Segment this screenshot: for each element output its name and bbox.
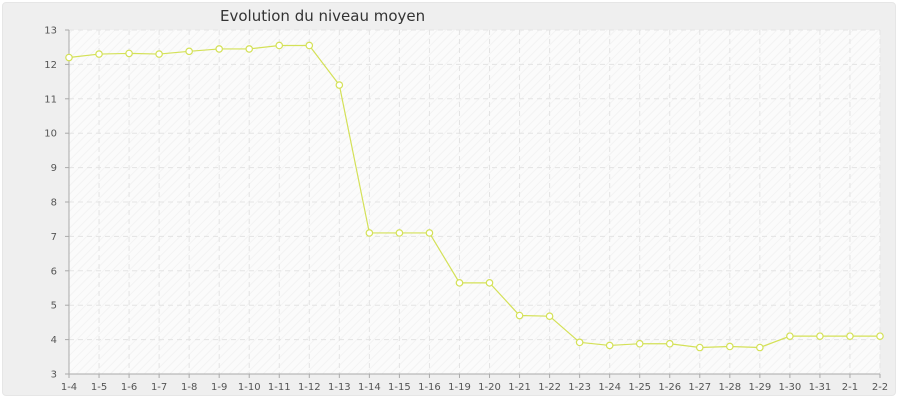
x-tick-label: 1-7 xyxy=(151,382,167,393)
x-tick-label: 1-20 xyxy=(478,382,501,393)
data-point xyxy=(756,343,764,352)
x-tick-label: 1-19 xyxy=(448,382,471,393)
data-point xyxy=(215,45,223,53)
y-tick-label: 12 xyxy=(44,60,57,71)
x-tick-label: 1-15 xyxy=(388,382,411,393)
x-tick-label: 1-31 xyxy=(809,382,832,393)
x-tick-label: 1-6 xyxy=(121,382,137,393)
x-tick-label: 1-23 xyxy=(568,382,591,393)
y-tick-label: 11 xyxy=(44,94,57,105)
grid-lines xyxy=(68,29,881,375)
data-point xyxy=(485,279,494,287)
data-point xyxy=(65,53,73,62)
data-point xyxy=(726,342,734,351)
data-point xyxy=(125,49,133,58)
data-point xyxy=(635,339,644,348)
x-tick-label: 1-14 xyxy=(358,382,381,393)
chart-title: Evolution du niveau moyen xyxy=(220,7,426,25)
data-point xyxy=(665,339,674,348)
data-point xyxy=(455,279,464,287)
data-point xyxy=(575,338,584,347)
x-tick-label: 2-2 xyxy=(872,382,888,393)
series-group xyxy=(65,41,884,352)
y-tick-label: 10 xyxy=(44,129,57,140)
x-tick-label: 1-11 xyxy=(268,382,291,393)
y-tick-label: 7 xyxy=(51,232,57,243)
data-point xyxy=(245,45,254,53)
data-point xyxy=(515,311,524,320)
x-tick-label: 1-30 xyxy=(779,382,802,393)
data-point xyxy=(846,332,854,340)
y-tick-label: 3 xyxy=(51,370,57,381)
x-tick-label: 1-5 xyxy=(91,382,107,393)
x-tick-label: 1-26 xyxy=(658,382,681,393)
data-point xyxy=(816,332,824,340)
x-tick-label: 1-21 xyxy=(508,382,531,393)
x-tick-label: 1-29 xyxy=(749,382,772,393)
data-point xyxy=(695,343,704,352)
data-point xyxy=(95,50,103,58)
x-tick-label: 1-25 xyxy=(628,382,651,393)
y-tick-label: 8 xyxy=(51,198,57,209)
y-tick-label: 9 xyxy=(51,163,57,174)
x-tick-label: 1-22 xyxy=(538,382,561,393)
y-tick-label: 5 xyxy=(51,301,57,312)
x-tick-label: 1-16 xyxy=(418,382,441,393)
data-point xyxy=(605,341,614,350)
x-tick-label: 1-24 xyxy=(598,382,621,393)
x-tick-label: 1-12 xyxy=(298,382,321,393)
data-point xyxy=(395,229,404,237)
x-tick-label: 1-27 xyxy=(688,382,711,393)
x-tick-label: 1-4 xyxy=(61,382,77,393)
x-tick-label: 1-10 xyxy=(238,382,261,393)
data-point xyxy=(155,50,163,58)
x-tick-label: 1-28 xyxy=(718,382,741,393)
y-tick-label: 4 xyxy=(51,335,57,346)
x-tick-label: 1-9 xyxy=(211,382,227,393)
x-tick-label: 1-8 xyxy=(181,382,197,393)
data-point xyxy=(876,332,884,340)
y-tick-label: 6 xyxy=(51,266,57,277)
y-tick-label: 13 xyxy=(44,26,57,37)
data-point xyxy=(425,229,434,237)
series-line xyxy=(68,44,880,349)
x-tick-label: 2-1 xyxy=(842,382,858,393)
data-point xyxy=(365,229,374,237)
x-tick-label: 1-13 xyxy=(328,382,351,393)
data-point xyxy=(786,332,794,340)
data-point xyxy=(185,47,193,56)
data-point xyxy=(305,41,314,50)
y-tick-labels: 3 4 5 6 7 8 9 10 11 12 13 xyxy=(44,26,69,381)
data-point xyxy=(335,81,344,89)
x-tick-labels: 1-4 1-5 1-6 1-7 1-8 1-9 1-10 1-11 1-12 1-13 1-14 1-… xyxy=(61,374,888,393)
data-point xyxy=(275,41,284,50)
data-point xyxy=(545,312,554,321)
